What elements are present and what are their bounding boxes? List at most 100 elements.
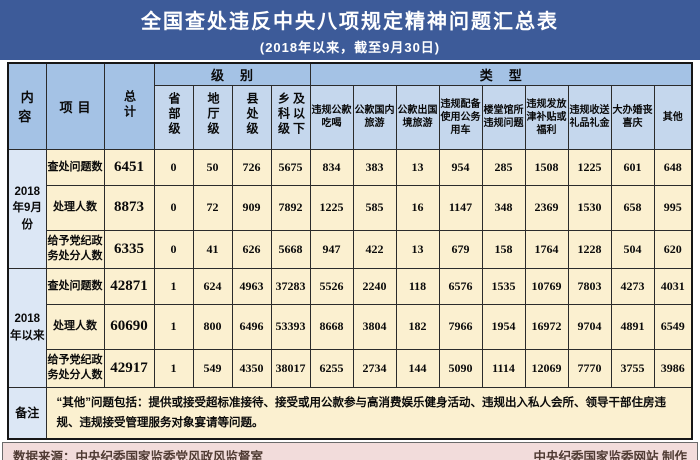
value-cell: 5526 [309,267,354,305]
value-cell: 13 [395,148,440,186]
value-cell: 4273 [610,267,655,305]
col-header-total-label: 总计 [122,89,137,120]
col-header-weddings-funerals: 大办婚丧喜庆 [610,84,655,150]
col-header-gifts-money: 违规收送礼品礼金 [567,84,612,150]
col-header-project: 项目 [45,62,105,150]
value-cell: 3755 [610,348,655,388]
total-value-cell: 8873 [103,184,155,231]
value-cell: 1764 [524,229,569,269]
col-header-allowances-benefits: 违规发放津补贴或福利 [524,84,569,150]
value-cell: 6549 [653,303,693,350]
table-row: 2018年以来 查处问题数 42871 1 624 4963 37283 552… [7,267,693,388]
note-label: 备注 [7,386,47,440]
page-title: 全国查处违反中央八项规定精神问题汇总表 [141,11,559,33]
value-cell: 4350 [231,348,272,388]
project-label-cell: 给予党纪政务处分人数 [45,348,105,388]
project-label-cell: 给予党纪政务处分人数 [45,229,105,269]
value-cell: 16972 [524,303,569,350]
value-cell: 626 [231,229,272,269]
value-cell: 620 [653,229,693,269]
section-label-since-2018: 2018年以来 [7,267,47,388]
col-header-township-level: 乡科级及以下 [270,84,311,150]
col-header-county-level-label: 县处级 [245,92,259,137]
value-cell: 8668 [309,303,354,350]
value-cell: 7892 [270,184,311,231]
credit-text: 中央纪委国家监委网站 制作 [533,449,687,460]
col-group-level: 级别 [153,62,311,86]
value-cell: 1508 [524,148,569,186]
col-group-type-label: 类型 [479,67,538,83]
col-header-other: 其他 [653,84,693,150]
value-cell: 1 [153,348,194,388]
title-banner: 全国查处违反中央八项规定精神问题汇总表 (2018年以来，截至9月30日) [0,0,700,60]
value-cell: 1 [153,303,194,350]
value-cell: 1228 [567,229,612,269]
col-header-province-level-label: 省部级 [167,92,181,137]
header-sub-row: 省部级 地厅级 县处级 乡科级及以下 违规公款吃喝 公款国内旅游 公款出国境旅游… [8,84,693,150]
project-label-cell: 处理人数 [45,184,105,231]
value-cell: 182 [395,303,440,350]
total-value-cell: 6335 [103,229,155,269]
value-cell: 601 [610,148,655,186]
col-header-official-vehicles: 违规配备使用公务用车 [438,84,483,150]
value-cell: 144 [395,348,440,388]
table-row: 给予党纪政务处分人数 6335 0 41 626 5668 947 422 13… [8,229,693,269]
value-cell: 995 [653,184,693,231]
col-group-level-label: 级别 [211,67,270,83]
value-cell: 50 [192,148,233,186]
project-label-cell: 查处问题数 [45,267,105,305]
data-source-text: 数据来源：中央纪委国家监委党风政风监督室 [13,449,264,460]
col-header-overseas-travel: 公款出国境旅游 [395,84,440,150]
value-cell: 947 [309,229,354,269]
value-cell: 4891 [610,303,655,350]
total-value-cell: 60690 [103,303,155,350]
value-cell: 41 [192,229,233,269]
table-row: 处理人数 60690 1 800 6496 53393 8668 3804 18… [8,303,693,350]
value-cell: 648 [653,148,693,186]
project-label-cell: 处理人数 [45,303,105,350]
value-cell: 909 [231,184,272,231]
value-cell: 800 [192,303,233,350]
project-label-cell: 查处问题数 [45,148,105,186]
value-cell: 1 [153,267,194,305]
value-cell: 585 [352,184,397,231]
value-cell: 5668 [270,229,311,269]
value-cell: 12069 [524,348,569,388]
col-header-prefecture-level: 地厅级 [192,84,233,150]
value-cell: 0 [153,229,194,269]
col-header-office-buildings: 楼堂馆所违规问题 [481,84,526,150]
value-cell: 9704 [567,303,612,350]
header-group-row: 内容 项目 总计 级别 类型 [7,62,693,150]
col-header-province-level: 省部级 [153,84,194,150]
table-row: 处理人数 8873 0 72 909 7892 1225 585 16 1147… [8,184,693,231]
value-cell: 3986 [653,348,693,388]
value-cell: 158 [481,229,526,269]
value-cell: 954 [438,148,483,186]
value-cell: 7803 [567,267,612,305]
value-cell: 1530 [567,184,612,231]
value-cell: 422 [352,229,397,269]
value-cell: 3804 [352,303,397,350]
value-cell: 504 [610,229,655,269]
value-cell: 679 [438,229,483,269]
value-cell: 7770 [567,348,612,388]
value-cell: 1225 [567,148,612,186]
value-cell: 10769 [524,267,569,305]
page-subtitle: (2018年以来，截至9月30日) [259,40,441,55]
summary-table-wrap: 内容 项目 总计 级别 类型 省部级 地厅级 县处级 乡科级及以下 违规公款吃喝… [7,62,694,440]
col-header-content-label: 内容 [18,90,39,125]
col-header-public-funds-dining: 违规公款吃喝 [309,84,354,150]
value-cell: 37283 [270,267,311,305]
value-cell: 285 [481,148,526,186]
value-cell: 5675 [270,148,311,186]
value-cell: 13 [395,229,440,269]
value-cell: 16 [395,184,440,231]
value-cell: 38017 [270,348,311,388]
value-cell: 7966 [438,303,483,350]
col-group-type: 类型 [309,62,693,86]
value-cell: 6255 [309,348,354,388]
value-cell: 1114 [481,348,526,388]
value-cell: 0 [153,184,194,231]
value-cell: 834 [309,148,354,186]
